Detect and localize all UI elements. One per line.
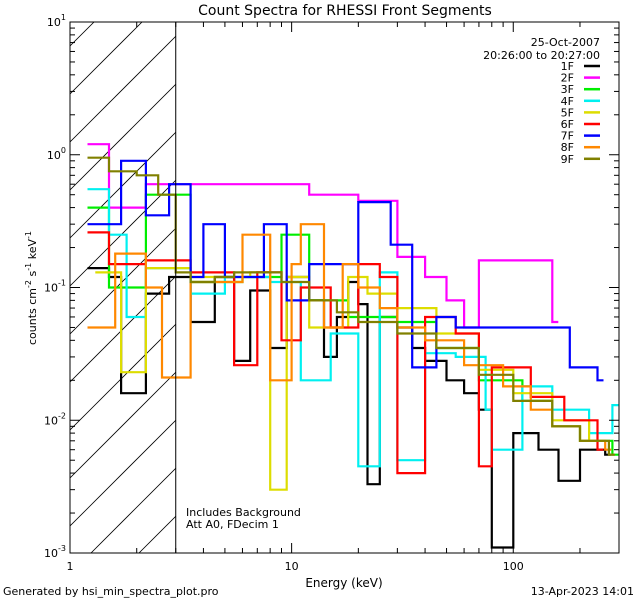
hatch-line xyxy=(70,371,176,479)
hatch-line xyxy=(138,515,176,553)
hatch-line xyxy=(70,275,176,383)
legend-label-5F: 5F xyxy=(561,106,574,119)
hatch-line xyxy=(70,179,176,287)
x-tick-label: 10 xyxy=(285,560,299,573)
series-9F-line xyxy=(87,156,615,456)
hatch-line xyxy=(70,323,176,431)
hatch-line xyxy=(70,131,176,239)
series-3F-line xyxy=(87,193,619,456)
series-8F-line xyxy=(87,223,612,451)
hatch-line xyxy=(70,22,143,95)
annotation-attenuator: Att A0, FDecim 1 xyxy=(186,518,279,531)
legend-label-7F: 7F xyxy=(561,130,574,143)
hatch-line xyxy=(70,83,176,191)
legend-label-3F: 3F xyxy=(561,83,574,96)
legend-label-9F: 9F xyxy=(561,153,574,166)
hatch-line xyxy=(70,35,176,143)
y-tick-label: 100 xyxy=(47,146,66,162)
legend-label-8F: 8F xyxy=(561,141,574,154)
y-tick-label: 10-2 xyxy=(44,411,66,427)
excluded-energy-region xyxy=(70,22,176,553)
series-group xyxy=(87,143,619,549)
x-tick-label: 100 xyxy=(503,560,524,573)
hatch-line xyxy=(70,227,176,335)
hatch-line xyxy=(70,419,176,527)
y-tick-label: 101 xyxy=(47,13,66,29)
date-text: 25-Oct-2007 xyxy=(531,36,600,49)
legend-label-1F: 1F xyxy=(561,60,574,73)
annotation-background: Includes Background xyxy=(186,506,301,519)
time-range-text: 20:26:00 to 20:27:00 xyxy=(483,49,600,62)
legend-label-4F: 4F xyxy=(561,95,574,108)
x-tick-label: 1 xyxy=(67,560,74,573)
series-1F-line xyxy=(87,267,612,549)
legend-label-6F: 6F xyxy=(561,118,574,131)
footer-timestamp: 13-Apr-2023 14:01 xyxy=(531,585,634,598)
y-tick-label: 10-1 xyxy=(44,279,66,295)
y-axis-label: counts cm-2 s-1 keV-1 xyxy=(24,231,39,345)
y-tick-label: 10-3 xyxy=(44,544,66,560)
x-axis-label: Energy (keV) xyxy=(305,576,382,590)
hatch-line xyxy=(70,22,95,47)
footer-generated-by: Generated by hsi_min_spectra_plot.pro xyxy=(3,585,219,598)
chart-title: Count Spectra for RHESSI Front Segments xyxy=(198,3,492,19)
legend-label-2F: 2F xyxy=(561,72,574,85)
axis-ticks: 1 10 100 10-3 10-2 10-1 100 101 xyxy=(44,13,620,573)
hatch-line xyxy=(90,467,176,553)
